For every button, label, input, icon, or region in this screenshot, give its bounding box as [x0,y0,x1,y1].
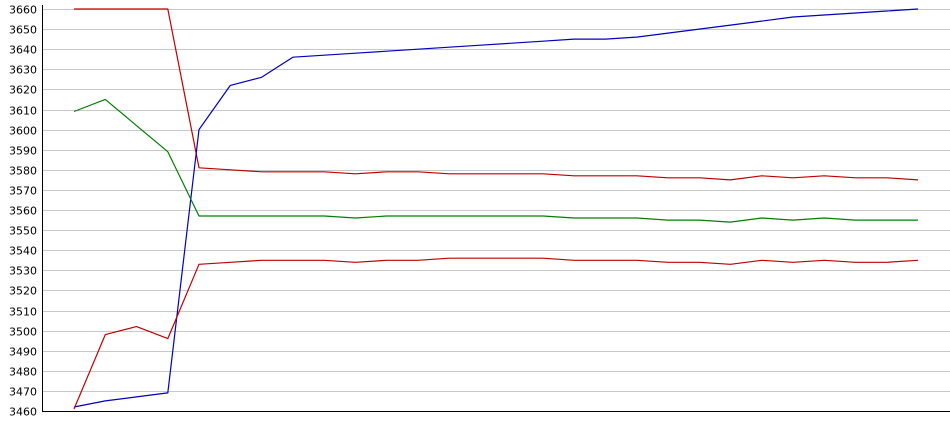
y-axis-tick-labels: 3460 3470 3480 3490 3500 3510 3520 3530 3540 3550… [9,4,37,419]
y-tick-label: 3590 [9,145,37,158]
y-tick-label: 3570 [9,185,37,198]
series-lines [73,8,919,410]
series-1-line [74,8,919,181]
y-tick-label: 3610 [9,105,37,118]
series-2-line [73,8,919,408]
y-tick-label: 3600 [9,125,37,138]
y-tick-label: 3560 [9,205,37,218]
y-tick-label: 3500 [9,326,37,339]
series-3-line [73,98,918,223]
y-tick-label: 3640 [9,44,37,57]
series-4-line [73,257,919,410]
y-tick-label: 3660 [9,4,37,17]
y-tick-label: 3490 [9,346,37,359]
y-tick-label: 3480 [9,366,37,379]
y-tick-label: 3630 [9,64,37,77]
y-tick-label: 3470 [9,386,37,399]
y-tick-label: 3620 [9,84,37,97]
y-tick-label: 3540 [9,245,37,258]
y-tick-label: 3460 [9,406,37,419]
y-tick-label: 3510 [9,306,37,319]
y-tick-label: 3650 [9,24,37,37]
y-tick-label: 3520 [9,285,37,298]
y-tick-label: 3580 [9,165,37,178]
grid-lines [42,9,950,412]
y-tick-label: 3550 [9,225,37,238]
y-tick-label: 3530 [9,265,37,278]
